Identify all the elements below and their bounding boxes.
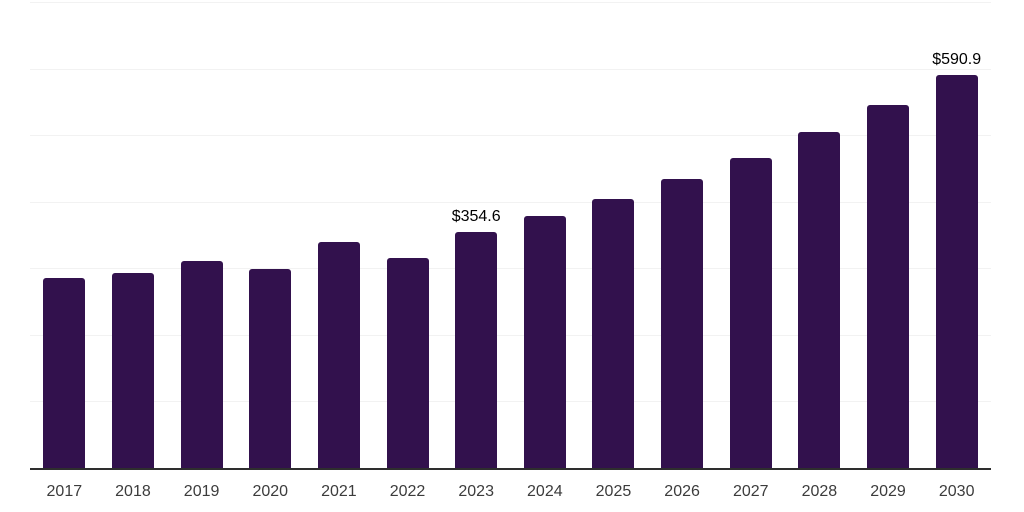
bar-2020[interactable] bbox=[249, 269, 292, 468]
x-tick-label-2021: 2021 bbox=[321, 483, 357, 500]
x-axis-line bbox=[30, 468, 991, 470]
data-label-2023: $354.6 bbox=[451, 207, 501, 225]
gridline bbox=[30, 68, 991, 70]
bar-2022[interactable] bbox=[386, 258, 429, 468]
bar-2025[interactable] bbox=[592, 198, 635, 468]
bar-2021[interactable] bbox=[317, 242, 360, 468]
x-tick-label-2027: 2027 bbox=[732, 483, 769, 500]
data-label-2030: $590.9 bbox=[932, 50, 982, 68]
plot-area: $354.6 $590.9 bbox=[30, 0, 991, 468]
bar-2019[interactable] bbox=[180, 261, 223, 468]
bar-2017[interactable] bbox=[43, 277, 86, 468]
gridline bbox=[30, 401, 991, 403]
gridline bbox=[30, 135, 991, 137]
x-tick-label-2020: 2020 bbox=[252, 483, 289, 500]
x-tick-label-2019: 2019 bbox=[183, 483, 220, 500]
gridline bbox=[30, 334, 991, 336]
x-tick-label-2022: 2022 bbox=[389, 483, 426, 500]
x-tick-label-2024: 2024 bbox=[527, 483, 563, 500]
bar-2030[interactable] bbox=[935, 74, 978, 468]
x-tick-label-2018: 2018 bbox=[115, 483, 151, 500]
bar-2026[interactable] bbox=[661, 178, 704, 468]
bar-2027[interactable] bbox=[729, 157, 772, 468]
x-tick-label-2026: 2026 bbox=[664, 483, 700, 500]
x-tick-label-2030: 2030 bbox=[938, 483, 975, 500]
bar-2028[interactable] bbox=[798, 132, 841, 468]
bar-2018[interactable] bbox=[111, 273, 154, 468]
x-tick-label-2023: 2023 bbox=[458, 483, 494, 500]
gridline bbox=[30, 201, 991, 203]
x-tick-label-2025: 2025 bbox=[595, 483, 632, 500]
gridline bbox=[30, 2, 991, 3]
bar-2024[interactable] bbox=[523, 216, 566, 468]
x-tick-label-2029: 2029 bbox=[870, 483, 906, 500]
bar-2029[interactable] bbox=[867, 105, 910, 468]
bar-2023[interactable] bbox=[455, 231, 498, 468]
gridline bbox=[30, 268, 991, 270]
x-tick-label-2028: 2028 bbox=[801, 483, 838, 500]
x-tick-label-2017: 2017 bbox=[46, 483, 83, 500]
